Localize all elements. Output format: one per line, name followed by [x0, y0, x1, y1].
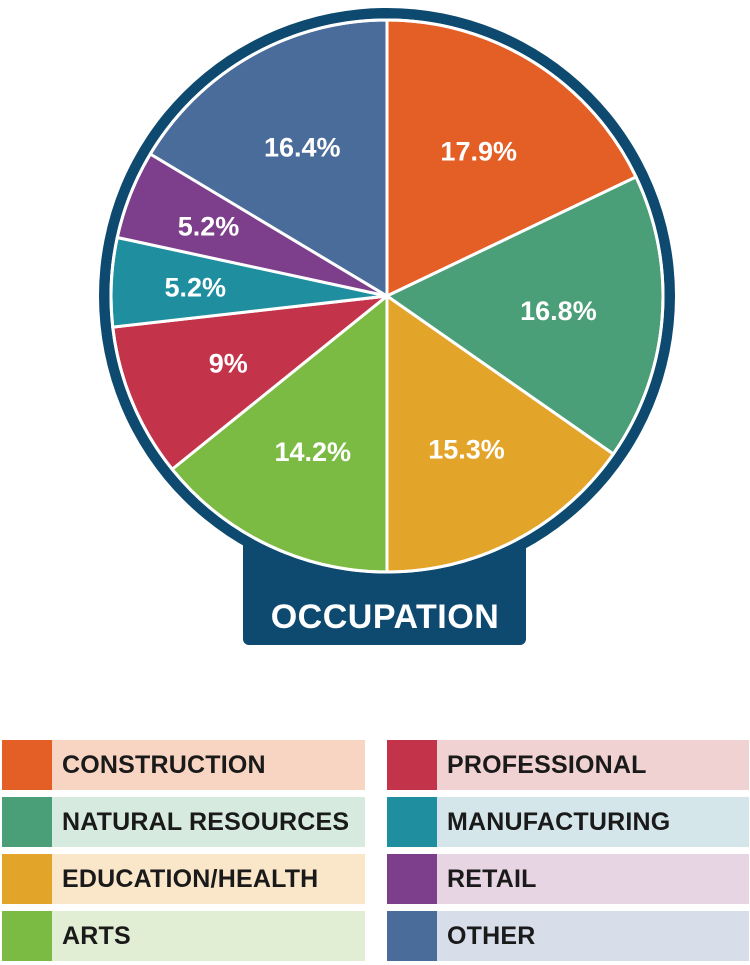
legend-label: ARTS	[62, 921, 131, 950]
legend-swatch	[2, 854, 52, 904]
legend-item: ARTS	[2, 911, 365, 961]
pie-slice-label: 5.2%	[178, 211, 240, 241]
pie-slice-label: 17.9%	[440, 136, 517, 166]
legend-item: OTHER	[387, 911, 749, 961]
legend-label: RETAIL	[447, 864, 537, 893]
legend-label-bar: CONSTRUCTION	[52, 740, 365, 790]
legend-item: PROFESSIONAL	[387, 740, 749, 790]
legend-item: RETAIL	[387, 854, 749, 904]
legend-item: MANUFACTURING	[387, 797, 749, 847]
legend-label: NATURAL RESOURCES	[62, 807, 350, 836]
legend-label-bar: RETAIL	[437, 854, 749, 904]
legend-label: OTHER	[447, 921, 536, 950]
pie-slice-label: 15.3%	[428, 435, 505, 465]
pie-slice-label: 16.4%	[264, 132, 341, 162]
legend-label-bar: EDUCATION/HEALTH	[52, 854, 365, 904]
legend: CONSTRUCTION NATURAL RESOURCES EDUCATION/H…	[0, 740, 750, 965]
legend-label: PROFESSIONAL	[447, 750, 647, 779]
pie-slice-label: 5.2%	[164, 272, 226, 302]
legend-swatch	[387, 911, 437, 961]
legend-item: NATURAL RESOURCES	[2, 797, 365, 847]
pie-slice-labels: 17.9% 16.8% 15.3% 14.2% 9% 5.2% 5.2% 16.4%	[164, 132, 596, 467]
legend-swatch	[2, 797, 52, 847]
legend-swatch	[387, 740, 437, 790]
pie-outline	[109, 18, 665, 574]
pie-slice-label: 16.8%	[520, 296, 597, 326]
legend-item: EDUCATION/HEALTH	[2, 854, 365, 904]
occupation-pie-chart: 17.9% 16.8% 15.3% 14.2% 9% 5.2% 5.2% 16.4% OCCU…	[99, 8, 675, 645]
legend-swatch	[387, 854, 437, 904]
legend-swatch	[387, 797, 437, 847]
legend-label-bar: ARTS	[52, 911, 365, 961]
pie-slice-label: 9%	[209, 348, 248, 378]
legend-swatch	[2, 740, 52, 790]
legend-label-bar: NATURAL RESOURCES	[52, 797, 365, 847]
legend-label: EDUCATION/HEALTH	[62, 864, 319, 893]
legend-label-bar: MANUFACTURING	[437, 797, 749, 847]
legend-label-bar: PROFESSIONAL	[437, 740, 749, 790]
legend-label: CONSTRUCTION	[62, 750, 266, 779]
legend-label: MANUFACTURING	[447, 807, 671, 836]
legend-swatch	[2, 911, 52, 961]
pie-slices	[109, 18, 665, 574]
pie-slice-label: 14.2%	[275, 437, 352, 467]
legend-label-bar: OTHER	[437, 911, 749, 961]
chart-title: OCCUPATION	[271, 598, 500, 636]
legend-item: CONSTRUCTION	[2, 740, 365, 790]
